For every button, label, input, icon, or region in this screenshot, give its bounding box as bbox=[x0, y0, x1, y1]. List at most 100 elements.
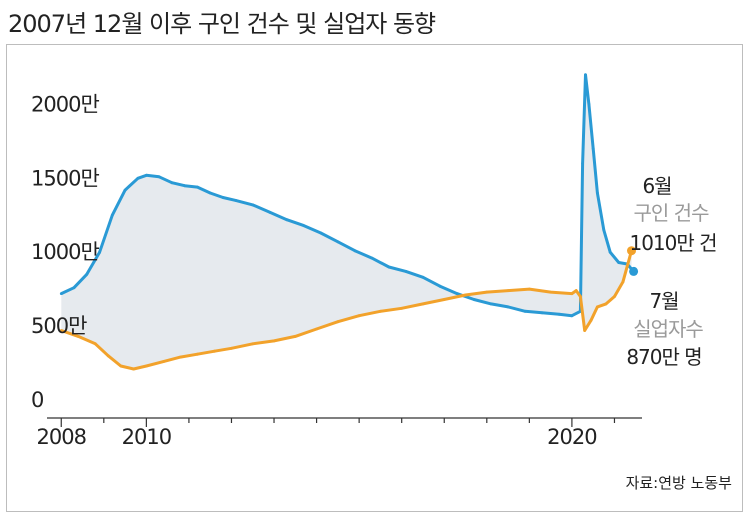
unemployed-point bbox=[528, 287, 531, 291]
openings-point bbox=[59, 292, 63, 295]
unemployed-point bbox=[162, 360, 165, 363]
unemployed-point bbox=[76, 335, 80, 338]
openings-point bbox=[221, 196, 225, 199]
openings-point bbox=[587, 102, 591, 106]
unemployed-point bbox=[132, 367, 136, 371]
gap-fill-area bbox=[61, 74, 632, 370]
openings-point bbox=[404, 270, 408, 273]
openings-point bbox=[145, 173, 148, 177]
unemployed-point bbox=[230, 346, 233, 350]
unemployed-point bbox=[106, 354, 110, 358]
openings-point bbox=[319, 231, 323, 235]
openings-point bbox=[438, 284, 442, 288]
openings-point bbox=[98, 250, 101, 254]
unemployed-point bbox=[442, 298, 446, 301]
openings-point bbox=[196, 185, 199, 189]
openings-point bbox=[353, 249, 357, 253]
unemployed-point bbox=[421, 302, 425, 306]
chart-frame bbox=[6, 44, 743, 512]
openings-point bbox=[506, 305, 510, 309]
openings-point bbox=[421, 275, 425, 279]
y-tick-label: 1500만 bbox=[31, 166, 99, 190]
unemployed-point bbox=[579, 295, 582, 298]
openings-point bbox=[85, 272, 89, 276]
unemployed-point bbox=[196, 352, 199, 356]
openings-point bbox=[523, 309, 527, 313]
openings-point bbox=[455, 292, 459, 295]
unemployed-point bbox=[379, 309, 382, 313]
unemployed-point bbox=[272, 339, 276, 343]
axes-layer bbox=[47, 417, 642, 427]
unemployed-point bbox=[59, 329, 63, 332]
openings-point bbox=[268, 210, 272, 214]
unemployed-point bbox=[400, 306, 404, 310]
openings-month-label: 6월 bbox=[642, 174, 671, 198]
openings-point bbox=[302, 224, 306, 228]
y-tick-label: 0 bbox=[31, 388, 43, 412]
openings-point bbox=[557, 312, 561, 316]
openings-point bbox=[608, 250, 612, 254]
unemployed-point bbox=[613, 295, 616, 298]
openings-point bbox=[170, 181, 174, 185]
unemployed-point bbox=[485, 290, 489, 294]
series-line-openings bbox=[60, 73, 635, 318]
openings-point bbox=[251, 203, 255, 207]
openings-point bbox=[234, 199, 238, 202]
openings-point bbox=[540, 311, 544, 315]
unemployed-point bbox=[570, 292, 574, 295]
unemployed-series-label: 실업자수 bbox=[633, 317, 703, 341]
unemployed-end-marker bbox=[627, 246, 636, 256]
unemployed-point bbox=[179, 355, 182, 359]
openings-point bbox=[617, 261, 621, 264]
openings-point bbox=[584, 73, 587, 77]
openings-point bbox=[110, 213, 114, 217]
openings-point bbox=[387, 265, 391, 269]
unemployed-point bbox=[621, 280, 625, 284]
unemployed-point bbox=[574, 289, 578, 292]
unemployed-month-label: 7월 bbox=[649, 289, 678, 313]
openings-point bbox=[602, 228, 606, 232]
openings-value-label: 1010만 건 bbox=[629, 231, 716, 255]
y-tick-label: 500만 bbox=[31, 314, 87, 338]
series-lines-layer bbox=[59, 73, 639, 371]
chart-title: 2007년 12월 이후 구인 건수 및 실업자 동향 bbox=[8, 10, 436, 38]
unemployed-point bbox=[583, 329, 587, 332]
openings-point bbox=[336, 240, 340, 244]
unemployed-point bbox=[119, 364, 123, 368]
x-tick-label: 2020 bbox=[547, 425, 596, 449]
x-tick-label: 2008 bbox=[37, 425, 86, 449]
x-tick-labels: 2008 2010 2020 bbox=[37, 425, 598, 449]
y-tick-label: 1000만 bbox=[31, 240, 99, 264]
unemployed-point bbox=[596, 305, 599, 309]
y-tick-label: 2000만 bbox=[31, 92, 99, 116]
unemployed-point bbox=[604, 302, 608, 306]
openings-point bbox=[183, 184, 187, 188]
unemployed-point bbox=[589, 318, 593, 322]
unemployed-point bbox=[464, 293, 467, 297]
gap-fill-layer bbox=[61, 74, 632, 370]
unemployed-point bbox=[93, 342, 97, 346]
unemployed-point bbox=[251, 342, 255, 346]
x-tick-label: 2010 bbox=[122, 425, 171, 449]
openings-point bbox=[72, 286, 76, 290]
openings-point bbox=[136, 176, 140, 180]
openings-point bbox=[123, 188, 127, 192]
unemployed-point bbox=[293, 335, 297, 338]
unemployed-point bbox=[213, 349, 216, 353]
openings-point bbox=[370, 256, 374, 260]
openings-point bbox=[157, 175, 161, 179]
unemployed-point bbox=[336, 320, 340, 324]
y-tick-labels: 0 500만 1000만 1500만 2000만 bbox=[31, 92, 100, 412]
openings-end-marker bbox=[629, 266, 639, 276]
unemployed-value-label: 870만 명 bbox=[626, 345, 701, 369]
openings-point bbox=[489, 302, 493, 306]
unemployed-point bbox=[145, 364, 148, 368]
unemployed-point bbox=[506, 289, 510, 292]
unemployed-point bbox=[315, 327, 318, 331]
openings-point bbox=[472, 298, 476, 301]
openings-point bbox=[596, 191, 599, 195]
openings-point bbox=[581, 162, 584, 165]
openings-point bbox=[285, 218, 289, 222]
openings-point bbox=[591, 147, 595, 151]
